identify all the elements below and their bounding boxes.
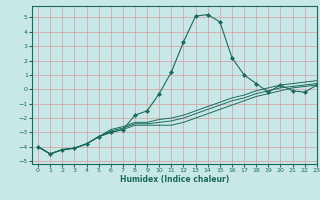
X-axis label: Humidex (Indice chaleur): Humidex (Indice chaleur) <box>120 175 229 184</box>
